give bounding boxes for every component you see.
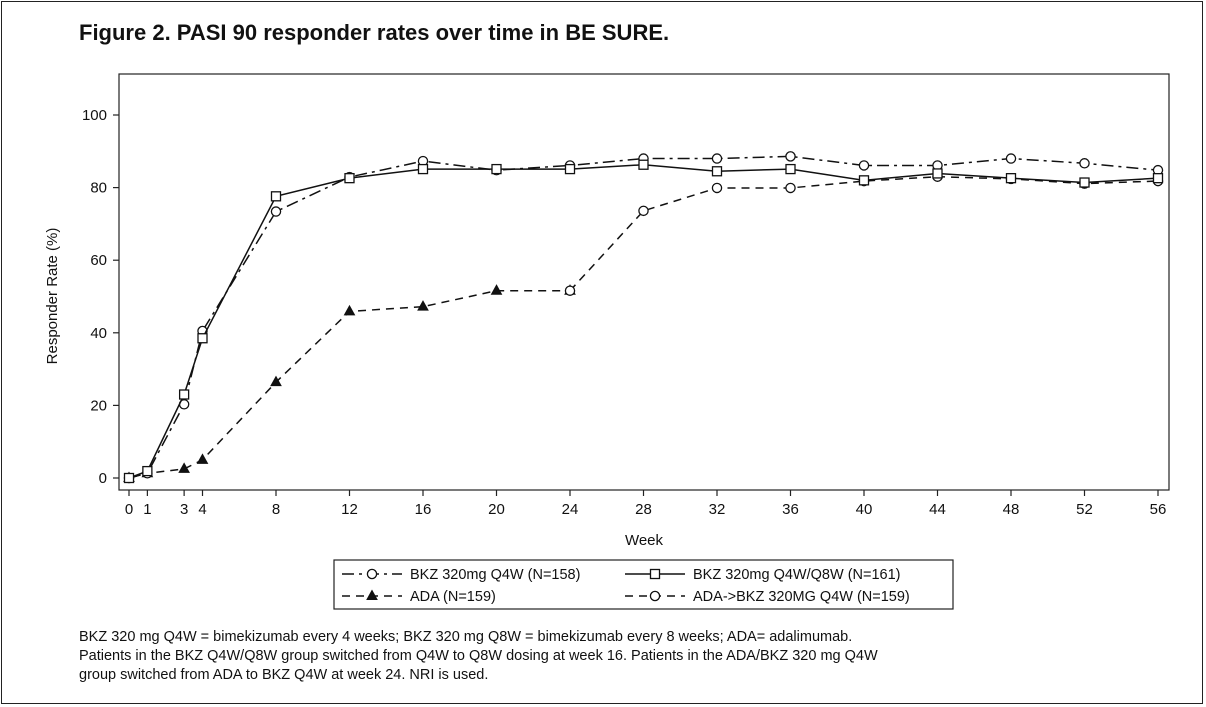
- data-point: [1079, 158, 1090, 169]
- data-point: [785, 182, 796, 194]
- legend-item: ADA (N=159): [342, 589, 496, 605]
- series-line: [128, 289, 570, 479]
- data-point: [123, 472, 135, 484]
- y-tick-label: 20: [90, 397, 107, 414]
- data-point: [1152, 173, 1164, 184]
- series-1: [123, 159, 1164, 484]
- x-axis-title: Week: [625, 532, 664, 549]
- data-point: [858, 160, 870, 171]
- x-tick-label: 12: [341, 501, 358, 518]
- legend-box: [333, 559, 954, 610]
- data-point: [785, 151, 796, 162]
- x-tick-label: 0: [125, 501, 133, 518]
- x-tick-label: 32: [709, 501, 726, 518]
- data-point: [417, 300, 429, 311]
- x-tick-label: 24: [562, 501, 579, 518]
- y-tick-label: 0: [99, 470, 107, 487]
- footnote-line: group switched from ADA to BKZ Q4W at we…: [79, 667, 489, 683]
- x-tick-label: 1: [143, 501, 151, 518]
- data-point: [711, 153, 723, 164]
- data-point: [178, 389, 190, 400]
- data-point: [197, 333, 208, 344]
- data-point: [343, 304, 356, 316]
- data-point: [270, 375, 282, 387]
- data-point: [858, 175, 870, 186]
- data-point: [196, 453, 209, 464]
- legend-label: BKZ 320mg Q4W (N=158): [410, 567, 580, 583]
- legend-item: BKZ 320mg Q4W/Q8W (N=161): [625, 567, 901, 583]
- data-point: [1005, 173, 1017, 184]
- x-tick-label: 8: [272, 501, 280, 518]
- data-point: [711, 182, 723, 194]
- legend-item: BKZ 320mg Q4W (N=158): [342, 567, 580, 583]
- series-line: [128, 155, 1159, 479]
- data-point: [344, 173, 355, 184]
- x-tick-label: 20: [488, 501, 505, 518]
- series-line: [569, 175, 1159, 292]
- x-tick-label: 52: [1076, 501, 1093, 518]
- legend-item: ADA->BKZ 320MG Q4W (N=159): [625, 589, 910, 605]
- x-tick-label: 4: [198, 501, 206, 518]
- series-2: [123, 284, 576, 482]
- footnote: BKZ 320 mg Q4W = bimekizumab every 4 wee…: [79, 628, 1079, 685]
- data-point: [638, 159, 649, 170]
- y-tick-label: 40: [90, 325, 107, 342]
- legend-swatch-marker: [649, 568, 661, 580]
- data-point: [785, 163, 796, 175]
- data-point: [178, 462, 190, 473]
- x-tick-label: 28: [635, 501, 652, 518]
- legend-swatch-marker: [649, 590, 661, 602]
- x-tick-label: 48: [1003, 501, 1020, 518]
- footnote-line: Patients in the BKZ Q4W/Q8W group switch…: [79, 648, 878, 664]
- x-tick-label: 16: [415, 501, 432, 518]
- data-point: [417, 163, 429, 175]
- legend-label: BKZ 320mg Q4W/Q8W (N=161): [693, 567, 901, 583]
- legend-label: ADA (N=159): [410, 589, 496, 605]
- data-point: [142, 465, 153, 477]
- y-axis-title: Responder Rate (%): [44, 228, 61, 365]
- data-point: [270, 191, 282, 202]
- x-tick-label: 3: [180, 501, 188, 518]
- x-tick-label: 56: [1150, 501, 1167, 518]
- chart-series: [123, 151, 1164, 484]
- data-point: [564, 285, 576, 296]
- data-point: [490, 284, 503, 295]
- data-point: [711, 166, 723, 177]
- data-point: [1079, 177, 1090, 188]
- data-point: [564, 163, 576, 175]
- figure-title: Figure 2. PASI 90 responder rates over t…: [79, 20, 670, 45]
- x-tick-label: 40: [856, 501, 873, 518]
- data-point: [638, 205, 649, 217]
- data-point: [270, 206, 282, 217]
- y-tick-label: 100: [82, 107, 107, 124]
- legend-swatch-marker: [366, 568, 378, 580]
- legend-swatch-marker: [366, 589, 378, 600]
- x-tick-label: 36: [782, 501, 799, 518]
- y-tick-label: 60: [90, 252, 107, 269]
- plot-frame: [118, 73, 1170, 491]
- x-tick-label: 44: [929, 501, 946, 518]
- series-3: [564, 171, 1164, 296]
- footnote-line: BKZ 320 mg Q4W = bimekizumab every 4 wee…: [79, 629, 853, 645]
- data-point: [491, 163, 502, 175]
- data-point: [1005, 153, 1017, 164]
- data-point: [932, 168, 943, 179]
- chart-legend: BKZ 320mg Q4W (N=158) BKZ 320mg Q4W/Q8W (…: [333, 559, 954, 610]
- legend-label: ADA->BKZ 320MG Q4W (N=159): [693, 589, 910, 605]
- y-tick-label: 80: [90, 180, 107, 197]
